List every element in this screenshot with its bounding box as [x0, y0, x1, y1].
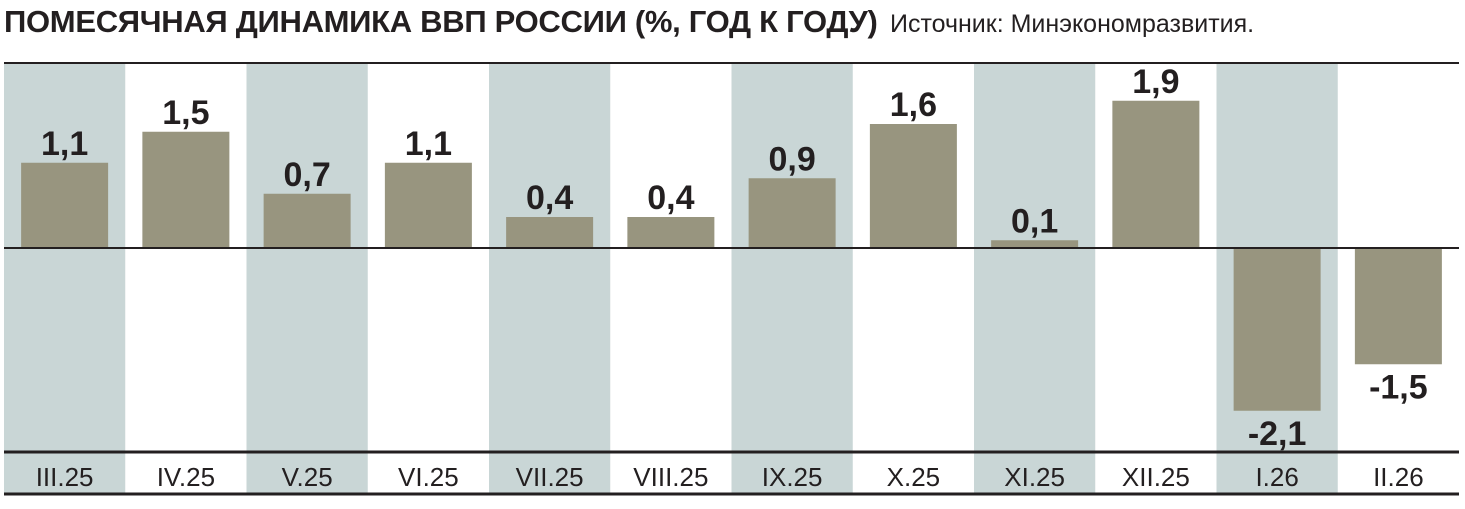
- bar-I.26: [1233, 248, 1321, 411]
- column-stripe: [731, 63, 853, 494]
- x-tick-label: VI.25: [398, 462, 459, 492]
- value-label: -1,5: [1369, 368, 1428, 406]
- bar-IV.25: [142, 131, 230, 248]
- x-tick-label: VII.25: [516, 462, 584, 492]
- value-label: 0,9: [768, 140, 815, 178]
- column-stripe: [4, 63, 126, 494]
- axes-group: [4, 62, 1459, 496]
- x-tick-label: V.25: [282, 462, 333, 492]
- column-stripe: [246, 63, 368, 494]
- x-tick-label: II.26: [1373, 462, 1424, 492]
- bar-V.25: [263, 193, 351, 248]
- value-label: 1,6: [890, 86, 937, 124]
- x-tick-label: III.25: [36, 462, 94, 492]
- x-tick-label: X.25: [887, 462, 941, 492]
- bar-II.26: [1354, 248, 1442, 365]
- chart-title: ПОМЕСЯЧНАЯ ДИНАМИКА ВВП РОССИИ (%, ГОД К…: [4, 4, 878, 39]
- x-tick-label: IV.25: [157, 462, 215, 492]
- bars-group: [21, 100, 1442, 411]
- column-stripes: [4, 63, 1338, 494]
- value-label: -2,1: [1248, 415, 1307, 453]
- x-tick-label: VIII.25: [633, 462, 708, 492]
- category-labels-group: III.25 IV.25 V.25 VI.25 VII.25 VIII.25 IX.25 X.…: [36, 462, 1424, 492]
- column-stripe: [974, 63, 1096, 494]
- value-label: 1,5: [162, 94, 209, 132]
- x-tick-label: XI.25: [1004, 462, 1065, 492]
- bar-X.25: [869, 124, 957, 248]
- bar-VII.25: [506, 217, 594, 248]
- bar-VIII.25: [627, 217, 715, 248]
- x-tick-label: I.26: [1255, 462, 1298, 492]
- value-label: 1,1: [41, 125, 88, 163]
- value-labels-group: 1,1 1,5 0,7 1,1 0,4 0,4 0,9 1,6 0,1 1,9 -2,1 -1,5: [41, 63, 1428, 453]
- value-label: 0,7: [283, 156, 330, 194]
- x-tick-label: IX.25: [762, 462, 823, 492]
- bar-VI.25: [384, 162, 472, 248]
- x-tick-label: XII.25: [1122, 462, 1190, 492]
- bar-XII.25: [1112, 100, 1200, 248]
- value-label: 1,1: [405, 125, 452, 163]
- chart-source: Источник: Минэкономразвития.: [889, 10, 1255, 38]
- bar-XI.25: [991, 240, 1079, 248]
- bar-III.25: [21, 162, 109, 248]
- column-stripe: [489, 63, 611, 494]
- chart-header: ПОМЕСЯЧНАЯ ДИНАМИКА ВВП РОССИИ (%, ГОД К…: [4, 4, 1461, 52]
- value-label: 0,4: [526, 179, 573, 217]
- value-label: 0,1: [1011, 202, 1058, 240]
- bar-IX.25: [748, 178, 836, 248]
- value-label: 1,9: [1132, 63, 1179, 101]
- value-label: 0,4: [647, 179, 694, 217]
